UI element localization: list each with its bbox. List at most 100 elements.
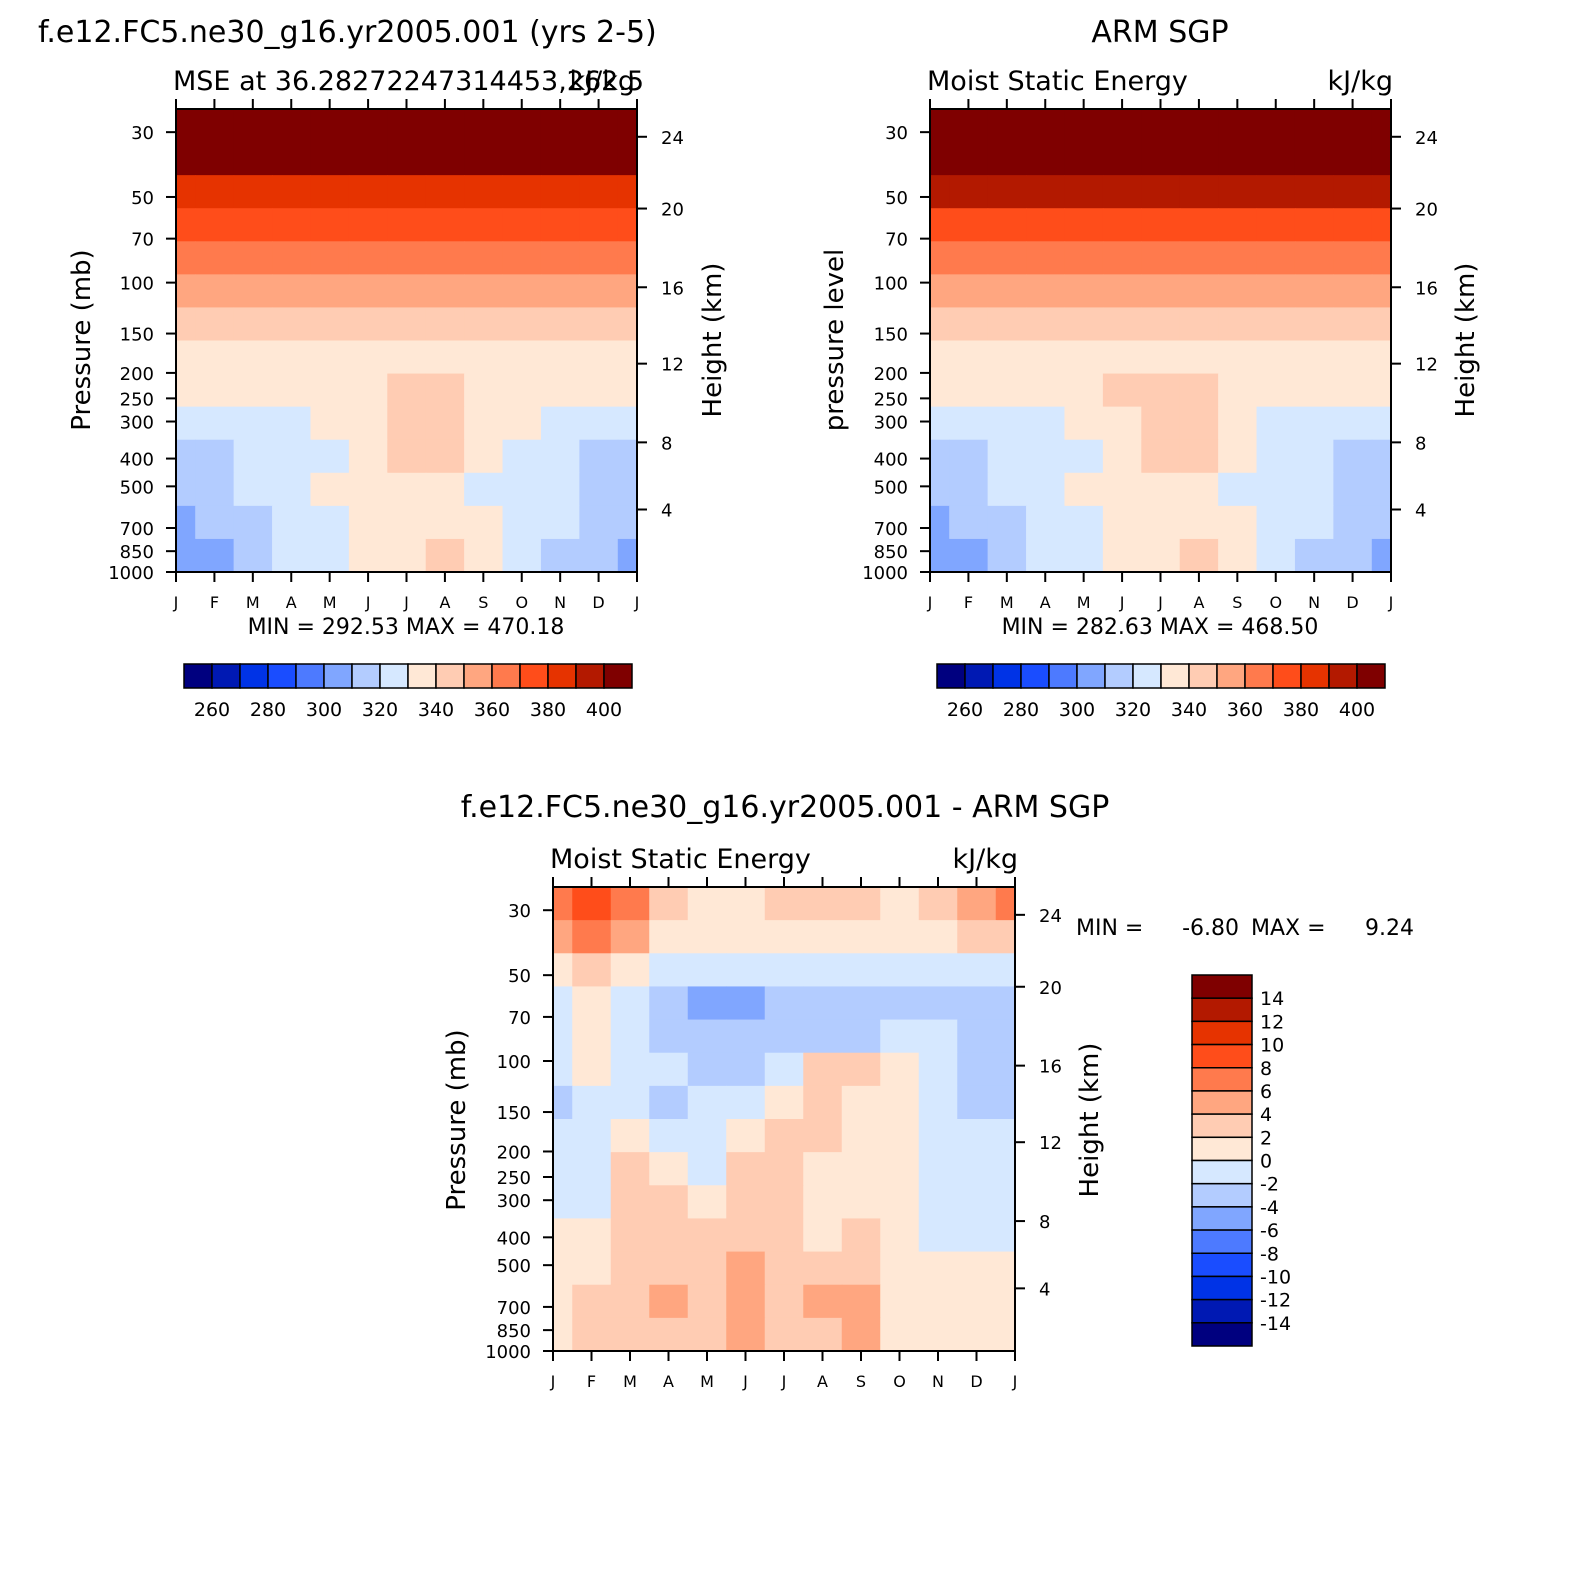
contour-cell bbox=[1294, 274, 1334, 309]
contour-cell bbox=[1026, 340, 1066, 375]
contour-cell bbox=[1218, 439, 1258, 474]
contour-cell bbox=[687, 920, 727, 954]
x-tick-label: J bbox=[927, 593, 933, 612]
contour-cell bbox=[880, 986, 920, 1021]
contour-cell bbox=[272, 109, 312, 143]
contour-cell bbox=[1141, 109, 1181, 143]
contour-cell bbox=[949, 274, 989, 309]
contour-cell bbox=[764, 1085, 804, 1120]
colorbar-swatch bbox=[575, 663, 605, 689]
contour-cell bbox=[987, 340, 1027, 375]
contour-cell bbox=[610, 1019, 650, 1054]
contour-cell bbox=[930, 406, 950, 441]
contour-cell bbox=[949, 373, 989, 408]
contour-cell bbox=[1064, 175, 1104, 209]
colorbar-label: 260 bbox=[947, 699, 983, 721]
contour-cell bbox=[553, 1317, 573, 1352]
contour-cell bbox=[572, 1085, 612, 1120]
contour-cell bbox=[1371, 274, 1392, 309]
contour-cell bbox=[610, 953, 650, 988]
contour-cell bbox=[572, 1218, 612, 1253]
contour-cell bbox=[272, 274, 312, 309]
contour-cell bbox=[579, 142, 619, 176]
contour-cell bbox=[687, 953, 727, 988]
contour-cell bbox=[1141, 538, 1181, 573]
contour-cell bbox=[617, 241, 638, 275]
contour-cell bbox=[1218, 373, 1258, 408]
contour-cell bbox=[1179, 208, 1219, 242]
colorbar-label: 300 bbox=[1059, 699, 1095, 721]
contour-cell bbox=[540, 307, 580, 342]
contour-cell bbox=[1179, 142, 1219, 176]
contour-cell bbox=[1294, 208, 1334, 242]
colorbar-label: -8 bbox=[1260, 1243, 1279, 1265]
contour-cell bbox=[617, 538, 638, 573]
panel-diff-subtitle-right: kJ/kg bbox=[953, 844, 1018, 875]
contour-cell bbox=[464, 109, 504, 143]
contour-cell bbox=[610, 1052, 650, 1087]
contour-cell bbox=[1102, 373, 1142, 408]
contour-cell bbox=[918, 1152, 958, 1186]
contour-cell bbox=[880, 1119, 920, 1153]
y2-tick-label: 24 bbox=[661, 128, 684, 149]
contour-cell bbox=[764, 1185, 804, 1220]
contour-cell bbox=[764, 920, 804, 954]
contour-cell bbox=[1256, 472, 1296, 507]
panel-diff-title: f.e12.FC5.ne30_g16.yr2005.001 - ARM SGP bbox=[461, 790, 1110, 825]
contour-cell bbox=[1333, 406, 1373, 441]
panel-obs-title: ARM SGP bbox=[1091, 15, 1228, 50]
colorbar-label: 10 bbox=[1260, 1035, 1284, 1057]
contour-cell bbox=[1256, 340, 1296, 375]
contour-cell bbox=[617, 142, 638, 176]
contour-cell bbox=[195, 340, 235, 375]
contour-cell bbox=[310, 109, 350, 143]
contour-cell bbox=[617, 208, 638, 242]
contour-cell bbox=[1026, 406, 1066, 441]
contour-cell bbox=[949, 307, 989, 342]
contour-cell bbox=[464, 142, 504, 176]
contour-cell bbox=[1026, 274, 1066, 309]
contour-cell bbox=[995, 986, 1016, 1021]
x-tick-label: M bbox=[246, 593, 260, 612]
contour-cell bbox=[1026, 208, 1066, 242]
panel-obs-ylabel-right: Height (km) bbox=[1451, 263, 1481, 418]
x-tick-label: O bbox=[515, 593, 528, 612]
contour-cell bbox=[1218, 505, 1258, 540]
contour-cell bbox=[540, 538, 580, 573]
contour-cell bbox=[1218, 241, 1258, 275]
contour-cell bbox=[572, 887, 612, 921]
colorbar-swatch bbox=[992, 663, 1022, 689]
x-tick-label: J bbox=[1119, 593, 1125, 612]
contour-cell bbox=[1102, 109, 1142, 143]
contour-cell bbox=[272, 406, 312, 441]
colorbar-swatch bbox=[1244, 663, 1274, 689]
contour-cell bbox=[1141, 208, 1181, 242]
contour-cell bbox=[540, 406, 580, 441]
contour-cell bbox=[610, 1119, 650, 1153]
contour-cell bbox=[502, 109, 542, 143]
contour-cell bbox=[579, 439, 619, 474]
contour-cell bbox=[1179, 505, 1219, 540]
contour-cell bbox=[387, 472, 427, 507]
contour-cell bbox=[572, 1019, 612, 1054]
contour-cell bbox=[272, 505, 312, 540]
colorbar-swatch bbox=[1191, 1206, 1253, 1231]
y-tick-label: 300 bbox=[874, 413, 908, 434]
y-tick-label: 850 bbox=[874, 542, 908, 563]
contour-cell bbox=[995, 1119, 1016, 1153]
contour-cell bbox=[272, 208, 312, 242]
contour-cell bbox=[1064, 439, 1104, 474]
contour-cell bbox=[1141, 406, 1181, 441]
contour-cell bbox=[995, 1218, 1016, 1253]
contour-cell bbox=[987, 175, 1027, 209]
contour-cell bbox=[348, 208, 388, 242]
contour-cell bbox=[553, 1218, 573, 1253]
contour-cell bbox=[918, 1284, 958, 1319]
colorbar-label: 6 bbox=[1260, 1081, 1272, 1103]
contour-cell bbox=[687, 1218, 727, 1253]
contour-cell bbox=[1026, 439, 1066, 474]
contour-cell bbox=[579, 307, 619, 342]
contour-cell bbox=[610, 986, 650, 1021]
contour-cell bbox=[540, 439, 580, 474]
contour-cell bbox=[930, 142, 950, 176]
